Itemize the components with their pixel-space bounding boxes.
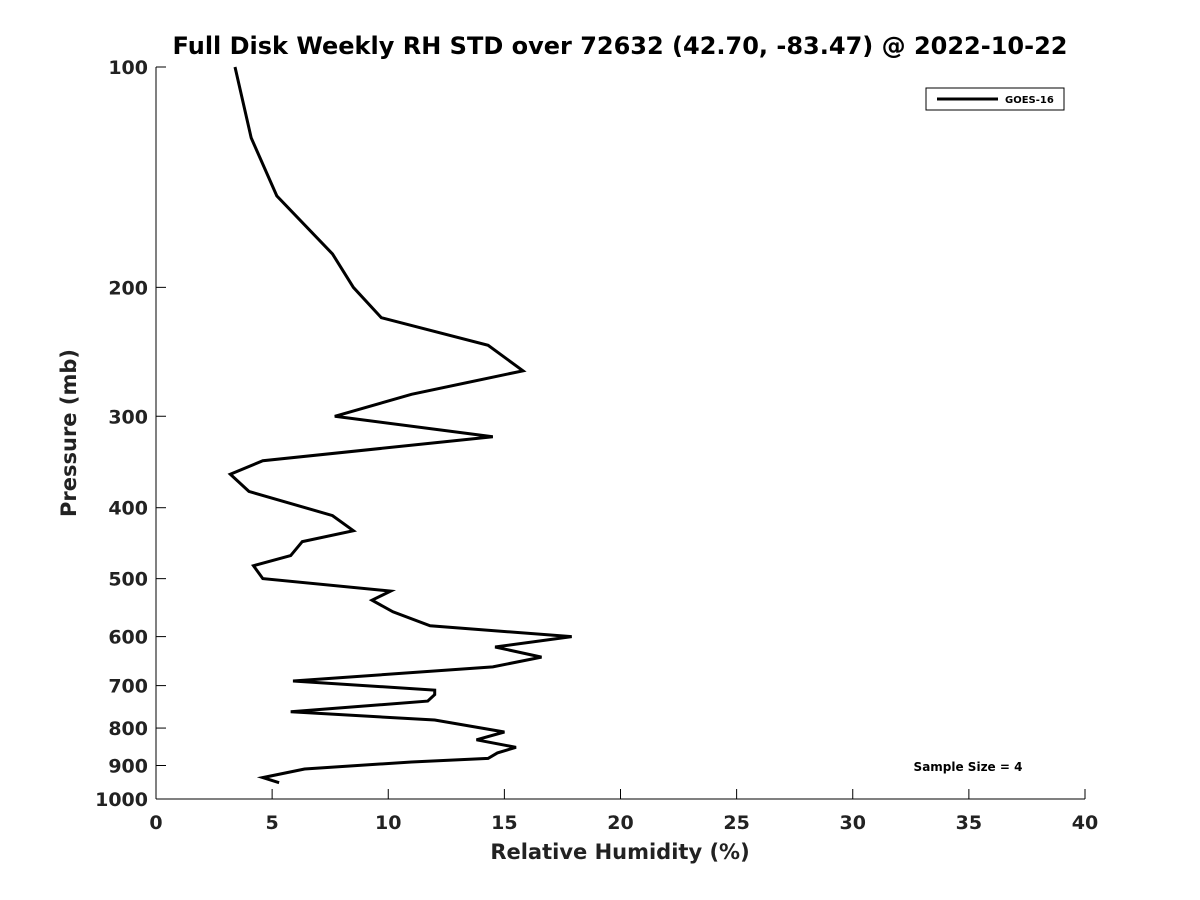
x-tick-label: 15 [491,812,517,834]
series-line-goes-16 [227,66,572,785]
plot-area: 0 5 10 15 20 25 30 35 40 100 200 300 400 500 600 700 80… [95,57,1098,834]
y-tick-label: 100 [108,57,148,79]
x-axis-ticks: 0 5 10 15 20 25 30 35 40 [149,789,1098,834]
x-tick-label: 20 [607,812,633,834]
y-tick-label: 1000 [95,789,148,811]
y-tick-label: 500 [108,569,148,591]
y-tick-label: 800 [108,718,148,740]
x-tick-label: 30 [840,812,866,834]
x-tick-label: 40 [1072,812,1098,834]
x-tick-label: 0 [149,812,162,834]
sample-size-annotation: Sample Size = 4 [914,760,1023,774]
series-lines [227,66,572,785]
x-axis-label: Relative Humidity (%) [490,840,749,864]
y-axis-ticks: 100 200 300 400 500 600 700 800 900 1000 [95,57,166,811]
x-tick-label: 25 [723,812,749,834]
chart-title: Full Disk Weekly RH STD over 72632 (42.7… [173,32,1068,60]
y-axis-label: Pressure (mb) [57,349,81,517]
x-tick-label: 10 [375,812,401,834]
y-tick-label: 700 [108,676,148,698]
legend: GOES-16 [925,87,1065,111]
y-tick-label: 600 [108,627,148,649]
x-tick-label: 5 [266,812,279,834]
y-tick-label: 300 [108,406,148,428]
y-tick-label: 200 [108,277,148,299]
y-tick-label: 400 [108,498,148,520]
x-tick-label: 35 [956,812,982,834]
y-tick-label: 900 [108,756,148,778]
legend-entry-goes16: GOES-16 [1005,95,1054,106]
